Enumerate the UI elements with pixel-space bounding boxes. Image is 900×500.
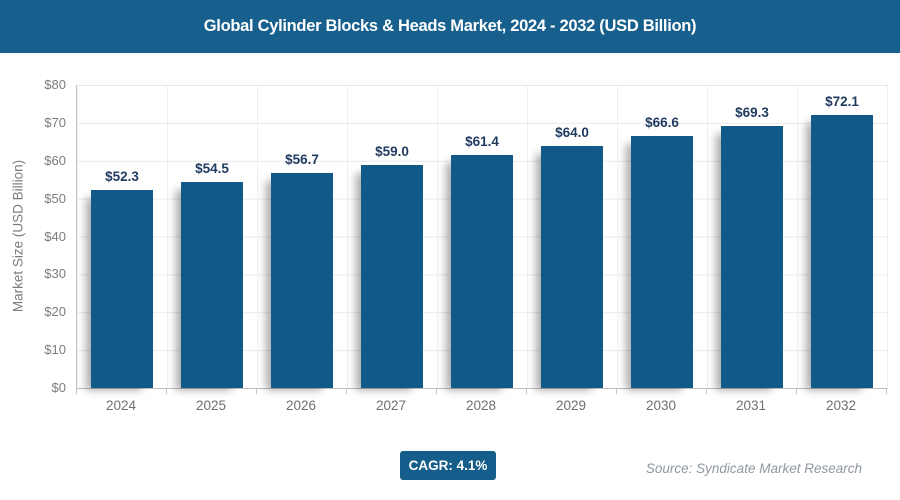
bar-value-label: $52.3 <box>105 168 139 184</box>
x-axis-ticks <box>76 389 887 394</box>
bar-column: $59.0 <box>347 85 437 388</box>
bar-column: $72.1 <box>797 85 887 388</box>
bar-column: $61.4 <box>437 85 527 388</box>
x-axis-tick-labels: 2024 2025 2026 2027 2028 2029 2030 2031 2032 <box>76 398 886 413</box>
bar-value-label: $56.7 <box>285 152 319 168</box>
bar-column: $52.3 <box>77 85 167 388</box>
bar-column: $56.7 <box>257 85 347 388</box>
x-axis-label: 2029 <box>555 398 587 413</box>
x-axis-label: 2027 <box>375 398 407 413</box>
source-credit: Source: Syndicate Market Research <box>645 461 862 476</box>
y-tick-label: $10 <box>44 342 66 358</box>
bar-column: $54.5 <box>167 85 257 388</box>
bar-value-label: $66.6 <box>645 114 679 130</box>
y-tick-label: $30 <box>44 266 66 282</box>
bar-value-label: $69.3 <box>735 104 769 120</box>
y-tick-label: $60 <box>44 152 66 168</box>
bar-value-label: $61.4 <box>465 134 499 150</box>
bar-column: $64.0 <box>527 85 617 388</box>
bar <box>91 189 153 388</box>
x-axis-label: 2031 <box>735 398 767 413</box>
y-axis-tick-labels: $80 $70 $60 $50 $40 $30 $20 $10 $0 <box>0 77 66 395</box>
bar <box>181 181 243 388</box>
y-tick-label: $50 <box>44 190 66 206</box>
bar <box>271 173 333 388</box>
bar-column: $69.3 <box>707 85 797 388</box>
bar <box>811 114 873 388</box>
y-tick-label: $20 <box>44 304 66 320</box>
chart-title: Global Cylinder Blocks & Heads Market, 2… <box>203 17 697 35</box>
header-banner: Global Cylinder Blocks & Heads Market, 2… <box>0 0 900 53</box>
cagr-badge: CAGR: 4.1% <box>400 451 496 480</box>
plot-area: $52.3 $54.5 $56.7 $59.0 $61.4 $64.0 $66.6 $69.3… <box>76 85 888 389</box>
x-axis-label: 2032 <box>825 398 857 413</box>
bar-column: $66.6 <box>617 85 707 388</box>
bar-series: $52.3 $54.5 $56.7 $59.0 $61.4 $64.0 $66.6 $69.3… <box>77 85 887 388</box>
x-axis-label: 2026 <box>285 398 317 413</box>
y-tick-label: $0 <box>51 380 66 395</box>
bar-value-label: $54.5 <box>195 160 229 176</box>
bar-value-label: $59.0 <box>375 143 409 159</box>
bar-value-label: $64.0 <box>555 124 589 140</box>
x-axis-label: 2024 <box>105 398 137 413</box>
y-tick-label: $70 <box>44 114 66 130</box>
y-tick-label: $80 <box>44 77 66 92</box>
x-axis-label: 2025 <box>195 398 227 413</box>
bar <box>451 155 513 388</box>
y-tick-label: $40 <box>44 228 66 244</box>
bar-value-label: $72.1 <box>825 93 859 109</box>
bar <box>721 125 783 388</box>
bar <box>541 145 603 388</box>
x-axis-label: 2030 <box>645 398 677 413</box>
x-axis-label: 2028 <box>465 398 497 413</box>
bar <box>361 164 423 388</box>
bar <box>631 135 693 388</box>
